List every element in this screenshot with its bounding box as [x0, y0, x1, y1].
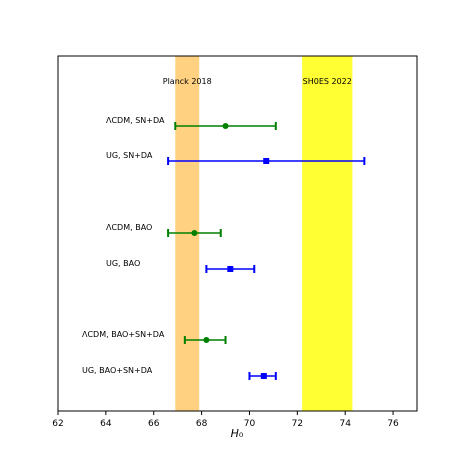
row-label: UG, BAO+SN+DA — [82, 366, 153, 375]
data-point — [227, 266, 234, 272]
row-label: ΛCDM, BAO+SN+DA — [82, 330, 165, 339]
x-tick-label: 68 — [196, 419, 208, 429]
data-point — [203, 337, 210, 343]
data-point — [263, 158, 270, 164]
row-label: UG, BAO — [106, 259, 140, 268]
row-label: UG, SN+DA — [106, 151, 153, 160]
data-point — [260, 373, 267, 379]
data-point — [222, 123, 229, 129]
x-tick-label: 66 — [148, 419, 160, 429]
x-tick-label: 72 — [292, 419, 303, 429]
band-label: SH0ES 2022 — [303, 77, 352, 86]
bands-layer: Planck 2018 SH0ES 2022 — [163, 56, 353, 411]
plot-frame — [57, 55, 418, 412]
x-tick-label: 76 — [387, 419, 399, 429]
data-point — [191, 230, 198, 236]
x-tick-label: 64 — [100, 419, 112, 429]
x-tick-label: 62 — [52, 419, 63, 429]
x-tick-label: 74 — [339, 419, 351, 429]
x-axis: 62 64 66 68 70 72 74 76 — [52, 411, 399, 429]
row-label: ΛCDM, BAO — [106, 223, 152, 232]
row-label: ΛCDM, SN+DA — [106, 116, 165, 125]
x-tick-label: 70 — [244, 419, 256, 429]
band-shoes — [302, 56, 353, 411]
band-label: Planck 2018 — [163, 77, 212, 86]
x-axis-label: H₀ — [231, 427, 244, 440]
measurements-layer: ΛCDM, SN+DA UG, SN+DA ΛCDM, BAO UG, BAO ΛCDM… — [82, 116, 366, 380]
